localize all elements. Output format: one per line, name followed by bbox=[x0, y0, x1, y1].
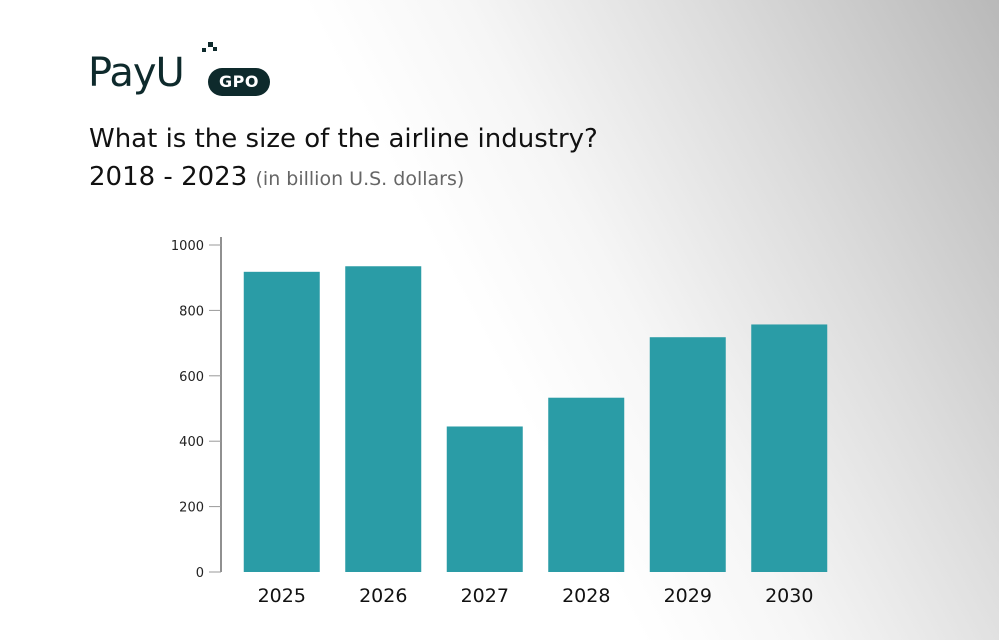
y-tick-label: 400 bbox=[179, 435, 204, 450]
x-tick-label: 2029 bbox=[664, 585, 712, 607]
y-tick-label: 600 bbox=[179, 370, 204, 385]
y-tick-label: 1000 bbox=[171, 239, 204, 254]
y-tick-label: 200 bbox=[179, 501, 204, 516]
x-tick-label: 2030 bbox=[765, 585, 813, 607]
bar-2028 bbox=[548, 397, 625, 572]
unit-note: (in billion U.S. dollars) bbox=[255, 168, 465, 190]
bar-2025 bbox=[243, 271, 320, 572]
bar-2027 bbox=[446, 426, 523, 572]
logo-dots-icon bbox=[202, 42, 217, 52]
chart-subtitle: 2018 - 2023 (in billion U.S. dollars) bbox=[89, 162, 464, 192]
payu-gpo-logo: PayU GPO bbox=[88, 42, 278, 108]
logo-wordmark: PayU bbox=[88, 50, 185, 96]
chart-title: What is the size of the airline industry… bbox=[89, 124, 598, 154]
year-range: 2018 - 2023 bbox=[89, 162, 248, 192]
logo-badge: GPO bbox=[208, 68, 270, 96]
bar-2026 bbox=[345, 266, 422, 572]
bar-2029 bbox=[649, 337, 726, 572]
y-tick-label: 800 bbox=[179, 304, 204, 319]
x-tick-label: 2027 bbox=[461, 585, 509, 607]
bar-2030 bbox=[751, 324, 828, 572]
x-tick-label: 2026 bbox=[359, 585, 407, 607]
x-tick-label: 2028 bbox=[562, 585, 610, 607]
x-tick-label: 2025 bbox=[258, 585, 306, 607]
y-tick-label: 0 bbox=[196, 566, 204, 581]
